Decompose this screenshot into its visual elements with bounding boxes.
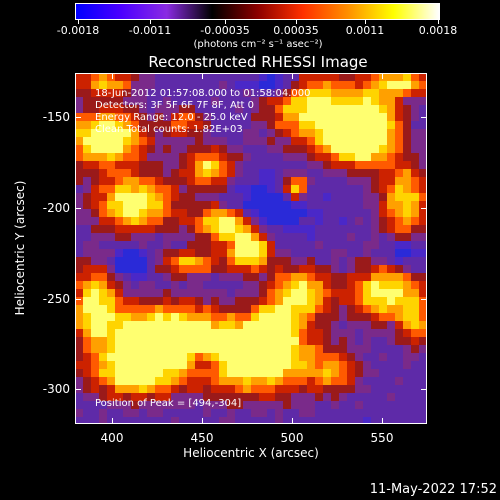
- rhessi-image: [75, 73, 427, 424]
- colorbar-tick-label: -0.0018: [56, 24, 100, 37]
- colorbar-tick: [296, 20, 297, 24]
- x-tick: [292, 73, 293, 79]
- colorbar-tick-label: 0.0018: [418, 24, 458, 37]
- colorbar: [75, 3, 440, 20]
- info-time-range: 18-Jun-2012 01:57:08.000 to 01:58:04.000: [95, 88, 311, 99]
- colorbar-unit-label: (photons cm⁻² s⁻¹ asec⁻²): [193, 39, 323, 50]
- y-tick: [75, 208, 81, 209]
- y-tick: [75, 389, 81, 390]
- colorbar-tick-label: 0.00035: [273, 24, 319, 37]
- x-tick: [382, 418, 383, 424]
- y-tick: [421, 389, 427, 390]
- colorbar-tick: [78, 20, 79, 24]
- x-tick: [202, 418, 203, 424]
- colorbar-tick: [225, 20, 226, 24]
- y-tick: [75, 299, 81, 300]
- x-tick-label: 400: [100, 431, 124, 445]
- info-total-counts: Clean Total counts: 1.82E+03: [95, 124, 243, 135]
- x-tick: [382, 73, 383, 79]
- x-tick-label: 450: [190, 431, 214, 445]
- y-axis-label: Heliocentric Y (arcsec): [13, 180, 27, 316]
- x-tick: [112, 418, 113, 424]
- info-energy-range: Energy Range: 12.0 - 25.0 keV: [95, 112, 248, 123]
- colorbar-tick: [150, 20, 151, 24]
- colorbar-tick-label: -0.00035: [200, 24, 250, 37]
- colorbar-tick-label: 0.0011: [345, 24, 385, 37]
- x-tick: [202, 73, 203, 79]
- x-tick-label: 500: [280, 431, 304, 445]
- y-tick: [75, 117, 81, 118]
- info-peak-position: Position of Peak = [494,-304]: [95, 398, 242, 409]
- x-tick: [112, 73, 113, 79]
- plot-timestamp: 11-May-2022 17:52: [369, 482, 497, 497]
- y-tick-label: -300: [42, 382, 70, 396]
- x-axis-label: Heliocentric X (arcsec): [183, 446, 319, 460]
- y-tick-label: -250: [42, 292, 70, 306]
- y-tick: [421, 117, 427, 118]
- y-tick: [421, 299, 427, 300]
- info-detectors: Detectors: 3F 5F 6F 7F 8F, Att 0: [95, 100, 255, 111]
- heatmap: [75, 73, 427, 424]
- y-tick-label: -150: [42, 110, 70, 124]
- colorbar-tick: [438, 20, 439, 24]
- x-tick: [292, 418, 293, 424]
- colorbar-tick: [365, 20, 366, 24]
- y-tick: [421, 208, 427, 209]
- colorbar-tick-label: -0.0011: [128, 24, 172, 37]
- plot-title: Reconstructed RHESSI Image: [148, 53, 368, 71]
- y-tick-label: -200: [42, 201, 70, 215]
- x-tick-label: 550: [370, 431, 394, 445]
